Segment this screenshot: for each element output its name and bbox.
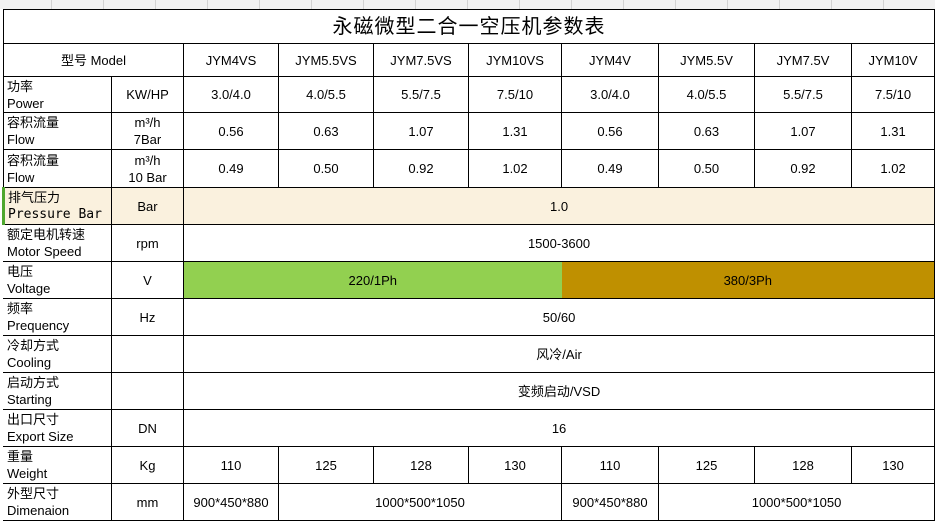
model-column-header[interactable]: JYM10VS bbox=[468, 43, 562, 77]
unit-cell-frequency[interactable]: Hz bbox=[111, 298, 184, 336]
model-column-header[interactable]: JYM7.5V bbox=[754, 43, 852, 77]
value-cell[interactable]: 110 bbox=[561, 446, 659, 484]
merged-value-cooling[interactable]: 风冷/Air bbox=[182, 335, 935, 373]
page-title[interactable]: 永磁微型二合一空压机参数表 bbox=[2, 9, 935, 44]
model-column-header[interactable]: JYM10V bbox=[850, 43, 935, 77]
row-label-starting[interactable]: 启动方式 Starting bbox=[3, 372, 112, 410]
unit-cell-flow-7bar[interactable]: m³/h 7Bar bbox=[111, 112, 184, 150]
table-row: 额定电机转速 Motor Speed rpm 1500-3600 bbox=[3, 224, 935, 262]
row-label-flow-7bar[interactable]: 容积流量 Flow bbox=[3, 112, 112, 150]
table-row: 型号 Model JYM4VS JYM5.5VS JYM7.5VS JYM10V… bbox=[3, 43, 935, 77]
model-column-header[interactable]: JYM4V bbox=[561, 43, 659, 77]
row-label-frequency[interactable]: 频率 Prequency bbox=[3, 298, 112, 336]
table-row: 功率 Power KW/HP 3.0/4.0 4.0/5.5 5.5/7.5 7… bbox=[3, 76, 935, 113]
voltage-220-cell[interactable]: 220/1Ph bbox=[183, 261, 562, 299]
unit-cell-starting[interactable] bbox=[111, 372, 184, 410]
row-label-flow-10bar[interactable]: 容积流量 Flow bbox=[3, 149, 112, 188]
table-row: 重量 Weight Kg 110 125 128 130 110 125 128… bbox=[3, 446, 935, 484]
value-cell[interactable]: 1.02 bbox=[850, 149, 935, 188]
value-cell[interactable]: 3.0/4.0 bbox=[561, 76, 659, 113]
table-row: 出口尺寸 Export Size DN 16 bbox=[3, 409, 935, 447]
value-cell[interactable]: 130 bbox=[468, 446, 562, 484]
unit-cell-power[interactable]: KW/HP bbox=[111, 76, 184, 113]
unit-cell-export-size[interactable]: DN bbox=[111, 409, 184, 447]
unit-cell-flow-10bar[interactable]: m³/h 10 Bar bbox=[111, 149, 184, 188]
value-cell[interactable]: 7.5/10 bbox=[850, 76, 935, 113]
value-cell[interactable]: 125 bbox=[278, 446, 374, 484]
value-cell[interactable]: 0.56 bbox=[183, 112, 279, 150]
value-cell[interactable]: 0.92 bbox=[373, 149, 469, 188]
unit-cell-dimension[interactable]: mm bbox=[111, 483, 184, 521]
value-cell[interactable]: 0.49 bbox=[183, 149, 279, 188]
merged-value-starting[interactable]: 变频启动/VSD bbox=[182, 372, 935, 410]
value-cell[interactable]: 0.50 bbox=[278, 149, 374, 188]
table-row: 频率 Prequency Hz 50/60 bbox=[3, 298, 935, 336]
value-cell[interactable]: 4.0/5.5 bbox=[278, 76, 374, 113]
merged-value-cell[interactable]: 1000*500*1050 bbox=[278, 483, 562, 521]
table-row: 排气压力 Pressure Bar Bar 1.0 bbox=[2, 187, 935, 225]
row-label-weight[interactable]: 重量 Weight bbox=[3, 446, 112, 484]
value-cell[interactable]: 0.92 bbox=[754, 149, 852, 188]
table-row: 外型尺寸 Dimenaion mm 900*450*880 1000*500*1… bbox=[3, 483, 935, 521]
merged-value-frequency[interactable]: 50/60 bbox=[182, 298, 935, 336]
value-cell[interactable]: 1.02 bbox=[468, 149, 562, 188]
value-cell[interactable]: 900*450*880 bbox=[183, 483, 279, 521]
merged-value-motor-speed[interactable]: 1500-3600 bbox=[182, 224, 935, 262]
value-cell[interactable]: 128 bbox=[373, 446, 469, 484]
value-cell[interactable]: 1.31 bbox=[850, 112, 935, 150]
merged-value-cell[interactable]: 1000*500*1050 bbox=[657, 483, 935, 521]
value-cell[interactable]: 110 bbox=[183, 446, 279, 484]
value-cell[interactable]: 1.07 bbox=[754, 112, 852, 150]
row-label-dimension[interactable]: 外型尺寸 Dimenaion bbox=[3, 483, 112, 521]
value-cell[interactable]: 0.63 bbox=[658, 112, 755, 150]
unit-cell-pressure[interactable]: Bar bbox=[111, 187, 184, 225]
model-column-header[interactable]: JYM5.5V bbox=[658, 43, 755, 77]
value-cell[interactable]: 0.56 bbox=[561, 112, 659, 150]
table-row: 容积流量 Flow m³/h 7Bar 0.56 0.63 1.07 1.31 … bbox=[3, 112, 935, 150]
merged-value-pressure[interactable]: 1.0 bbox=[182, 187, 935, 225]
value-cell[interactable]: 5.5/7.5 bbox=[754, 76, 852, 113]
model-header-cell[interactable]: 型号 Model bbox=[3, 43, 184, 77]
row-label-cooling[interactable]: 冷却方式 Cooling bbox=[3, 335, 112, 373]
value-cell[interactable]: 900*450*880 bbox=[561, 483, 659, 521]
row-label-export-size[interactable]: 出口尺寸 Export Size bbox=[3, 409, 112, 447]
value-cell[interactable]: 128 bbox=[754, 446, 852, 484]
model-column-header[interactable]: JYM4VS bbox=[183, 43, 279, 77]
table-row: 冷却方式 Cooling 风冷/Air bbox=[3, 335, 935, 373]
unit-cell-voltage[interactable]: V bbox=[111, 261, 184, 299]
table-row: 电压 Voltage V 220/1Ph 380/3Ph bbox=[3, 261, 935, 299]
value-cell[interactable]: 130 bbox=[850, 446, 935, 484]
unit-cell-motor-speed[interactable]: rpm bbox=[111, 224, 184, 262]
unit-cell-cooling[interactable] bbox=[111, 335, 184, 373]
row-label-power[interactable]: 功率 Power bbox=[3, 76, 112, 113]
value-cell[interactable]: 1.07 bbox=[373, 112, 469, 150]
model-column-header[interactable]: JYM5.5VS bbox=[278, 43, 374, 77]
merged-value-export-size[interactable]: 16 bbox=[182, 409, 935, 447]
model-column-header[interactable]: JYM7.5VS bbox=[373, 43, 469, 77]
row-label-pressure[interactable]: 排气压力 Pressure Bar bbox=[2, 187, 112, 225]
value-cell[interactable]: 7.5/10 bbox=[468, 76, 562, 113]
unit-cell-weight[interactable]: Kg bbox=[111, 446, 184, 484]
table-row: 容积流量 Flow m³/h 10 Bar 0.49 0.50 0.92 1.0… bbox=[3, 149, 935, 188]
value-cell[interactable]: 5.5/7.5 bbox=[373, 76, 469, 113]
value-cell[interactable]: 1.31 bbox=[468, 112, 562, 150]
voltage-380-cell[interactable]: 380/3Ph bbox=[561, 261, 935, 299]
row-label-motor-speed[interactable]: 额定电机转速 Motor Speed bbox=[3, 224, 112, 262]
row-label-voltage[interactable]: 电压 Voltage bbox=[3, 261, 112, 299]
compressor-spec-table: 永磁微型二合一空压机参数表 型号 Model JYM4VS JYM5.5VS J… bbox=[2, 9, 935, 521]
table-row: 启动方式 Starting 变频启动/VSD bbox=[3, 372, 935, 410]
value-cell[interactable]: 0.50 bbox=[658, 149, 755, 188]
value-cell[interactable]: 3.0/4.0 bbox=[183, 76, 279, 113]
table-row: 永磁微型二合一空压机参数表 bbox=[2, 9, 935, 44]
value-cell[interactable]: 0.63 bbox=[278, 112, 374, 150]
value-cell[interactable]: 0.49 bbox=[561, 149, 659, 188]
value-cell[interactable]: 4.0/5.5 bbox=[658, 76, 755, 113]
spreadsheet-gridline-strip bbox=[0, 0, 935, 9]
value-cell[interactable]: 125 bbox=[658, 446, 755, 484]
